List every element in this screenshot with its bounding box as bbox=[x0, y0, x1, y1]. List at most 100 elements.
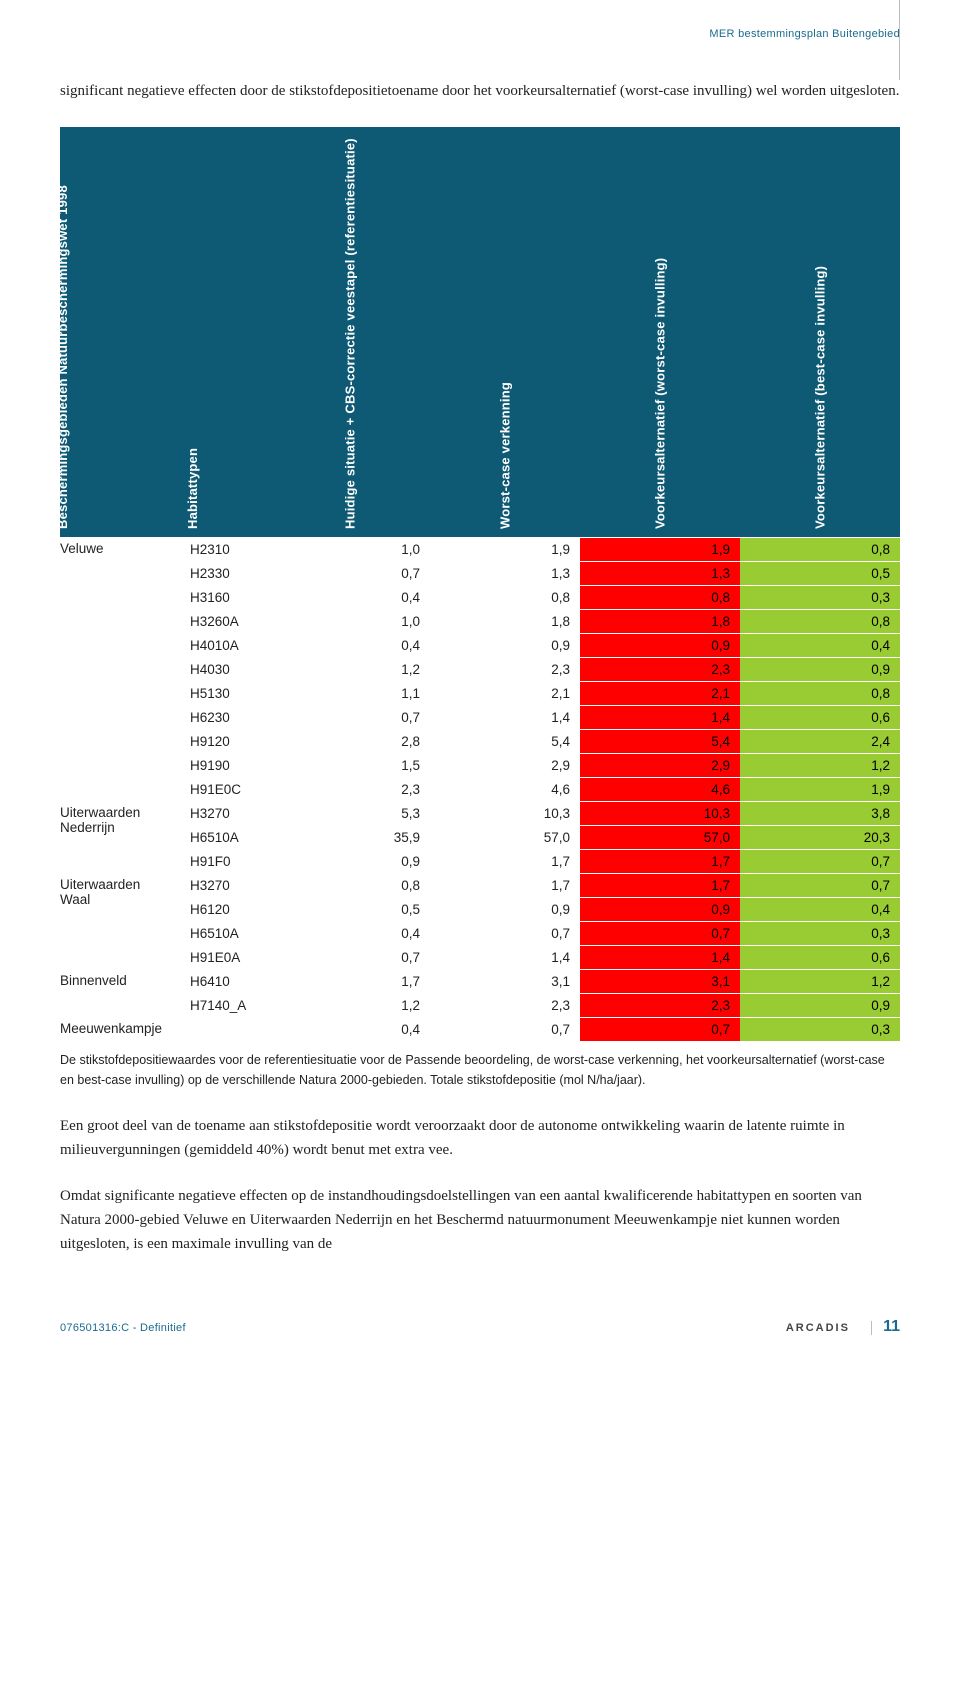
document-page: MER bestemmingsplan Buitengebied signifi… bbox=[0, 0, 960, 1366]
value-reference: 0,4 bbox=[270, 1017, 430, 1041]
value-pref-worst: 5,4 bbox=[580, 729, 740, 753]
col-header-habitat: Habitattypen bbox=[190, 127, 270, 537]
value-pref-worst: 1,8 bbox=[580, 609, 740, 633]
value-worstcase: 2,3 bbox=[430, 657, 580, 681]
value-reference: 1,7 bbox=[270, 969, 430, 993]
value-reference: 0,9 bbox=[270, 849, 430, 873]
value-worstcase: 10,3 bbox=[430, 801, 580, 825]
value-pref-worst: 2,3 bbox=[580, 993, 740, 1017]
value-reference: 0,4 bbox=[270, 585, 430, 609]
footer-divider bbox=[871, 1321, 872, 1335]
table-row: Meeuwenkampje0,40,70,70,3 bbox=[60, 1017, 900, 1041]
value-reference: 2,8 bbox=[270, 729, 430, 753]
value-pref-worst: 2,9 bbox=[580, 753, 740, 777]
value-pref-best: 0,7 bbox=[740, 873, 900, 897]
value-reference: 1,0 bbox=[270, 609, 430, 633]
value-pref-worst: 0,7 bbox=[580, 1017, 740, 1041]
value-worstcase: 3,1 bbox=[430, 969, 580, 993]
value-pref-best: 1,2 bbox=[740, 969, 900, 993]
habitat-cell: H3260A bbox=[190, 609, 270, 633]
value-worstcase: 1,4 bbox=[430, 945, 580, 969]
habitat-cell: H3270 bbox=[190, 873, 270, 897]
deposition-table: Beschermingsgebieden Natuurbeschermingsw… bbox=[60, 127, 900, 1041]
habitat-cell: H7140_A bbox=[190, 993, 270, 1017]
habitat-cell: H4010A bbox=[190, 633, 270, 657]
value-pref-worst: 10,3 bbox=[580, 801, 740, 825]
value-reference: 0,7 bbox=[270, 561, 430, 585]
value-pref-best: 0,7 bbox=[740, 849, 900, 873]
value-pref-worst: 0,8 bbox=[580, 585, 740, 609]
habitat-cell: H6120 bbox=[190, 897, 270, 921]
habitat-cell: H91E0C bbox=[190, 777, 270, 801]
habitat-cell: H6510A bbox=[190, 921, 270, 945]
intro-paragraph: significant negatieve effecten door de s… bbox=[60, 80, 900, 103]
value-pref-best: 2,4 bbox=[740, 729, 900, 753]
value-pref-worst: 1,7 bbox=[580, 873, 740, 897]
value-worstcase: 5,4 bbox=[430, 729, 580, 753]
area-cell: Veluwe bbox=[60, 537, 190, 801]
habitat-cell: H2310 bbox=[190, 537, 270, 561]
area-cell: Binnenveld bbox=[60, 969, 190, 1017]
value-pref-best: 0,6 bbox=[740, 945, 900, 969]
value-worstcase: 0,9 bbox=[430, 897, 580, 921]
value-pref-best: 3,8 bbox=[740, 801, 900, 825]
value-pref-worst: 1,9 bbox=[580, 537, 740, 561]
habitat-cell: H5130 bbox=[190, 681, 270, 705]
value-pref-best: 0,6 bbox=[740, 705, 900, 729]
value-pref-best: 0,4 bbox=[740, 633, 900, 657]
table-row: UiterwaardenNederrijnH32705,310,310,33,8 bbox=[60, 801, 900, 825]
value-reference: 2,3 bbox=[270, 777, 430, 801]
value-reference: 0,7 bbox=[270, 705, 430, 729]
value-pref-worst: 0,7 bbox=[580, 921, 740, 945]
value-worstcase: 0,7 bbox=[430, 1017, 580, 1041]
table-row: BinnenveldH64101,73,13,11,2 bbox=[60, 969, 900, 993]
value-reference: 0,7 bbox=[270, 945, 430, 969]
value-worstcase: 1,3 bbox=[430, 561, 580, 585]
area-cell: UiterwaardenNederrijn bbox=[60, 801, 190, 873]
value-worstcase: 2,1 bbox=[430, 681, 580, 705]
document-header: MER bestemmingsplan Buitengebied bbox=[60, 0, 900, 80]
value-pref-worst: 1,7 bbox=[580, 849, 740, 873]
footer-brand: ARCADIS bbox=[786, 1322, 850, 1334]
value-worstcase: 57,0 bbox=[430, 825, 580, 849]
value-reference: 0,8 bbox=[270, 873, 430, 897]
value-reference: 1,5 bbox=[270, 753, 430, 777]
col-header-reference: Huidige situatie + CBS-correctie veestap… bbox=[270, 127, 430, 537]
value-pref-best: 0,3 bbox=[740, 585, 900, 609]
value-worstcase: 4,6 bbox=[430, 777, 580, 801]
habitat-cell: H9190 bbox=[190, 753, 270, 777]
value-reference: 5,3 bbox=[270, 801, 430, 825]
value-reference: 0,5 bbox=[270, 897, 430, 921]
value-pref-best: 20,3 bbox=[740, 825, 900, 849]
value-pref-worst: 57,0 bbox=[580, 825, 740, 849]
habitat-cell: H3270 bbox=[190, 801, 270, 825]
footer-doc-id: 076501316:C - Definitief bbox=[60, 1322, 186, 1334]
value-pref-worst: 0,9 bbox=[580, 897, 740, 921]
value-pref-best: 0,3 bbox=[740, 1017, 900, 1041]
area-cell: UiterwaardenWaal bbox=[60, 873, 190, 969]
value-worstcase: 1,7 bbox=[430, 849, 580, 873]
value-pref-worst: 2,3 bbox=[580, 657, 740, 681]
value-pref-worst: 1,3 bbox=[580, 561, 740, 585]
value-pref-best: 0,9 bbox=[740, 657, 900, 681]
table-row: UiterwaardenWaalH32700,81,71,70,7 bbox=[60, 873, 900, 897]
value-pref-best: 0,9 bbox=[740, 993, 900, 1017]
value-pref-worst: 1,4 bbox=[580, 705, 740, 729]
habitat-cell: H3160 bbox=[190, 585, 270, 609]
value-pref-worst: 0,9 bbox=[580, 633, 740, 657]
value-pref-best: 0,8 bbox=[740, 537, 900, 561]
value-pref-best: 1,2 bbox=[740, 753, 900, 777]
header-rule bbox=[899, 0, 900, 80]
table-body: VeluweH23101,01,91,90,8H23300,71,31,30,5… bbox=[60, 537, 900, 1041]
value-reference: 35,9 bbox=[270, 825, 430, 849]
area-cell: Meeuwenkampje bbox=[60, 1017, 190, 1041]
col-header-worstcase: Worst-case verkenning bbox=[430, 127, 580, 537]
value-pref-best: 0,5 bbox=[740, 561, 900, 585]
col-header-area: Beschermingsgebieden Natuurbeschermingsw… bbox=[60, 127, 190, 537]
habitat-cell: H9120 bbox=[190, 729, 270, 753]
value-worstcase: 1,8 bbox=[430, 609, 580, 633]
value-reference: 1,2 bbox=[270, 993, 430, 1017]
footer-right: ARCADIS 11 bbox=[786, 1318, 900, 1336]
value-pref-best: 0,3 bbox=[740, 921, 900, 945]
habitat-cell: H2330 bbox=[190, 561, 270, 585]
